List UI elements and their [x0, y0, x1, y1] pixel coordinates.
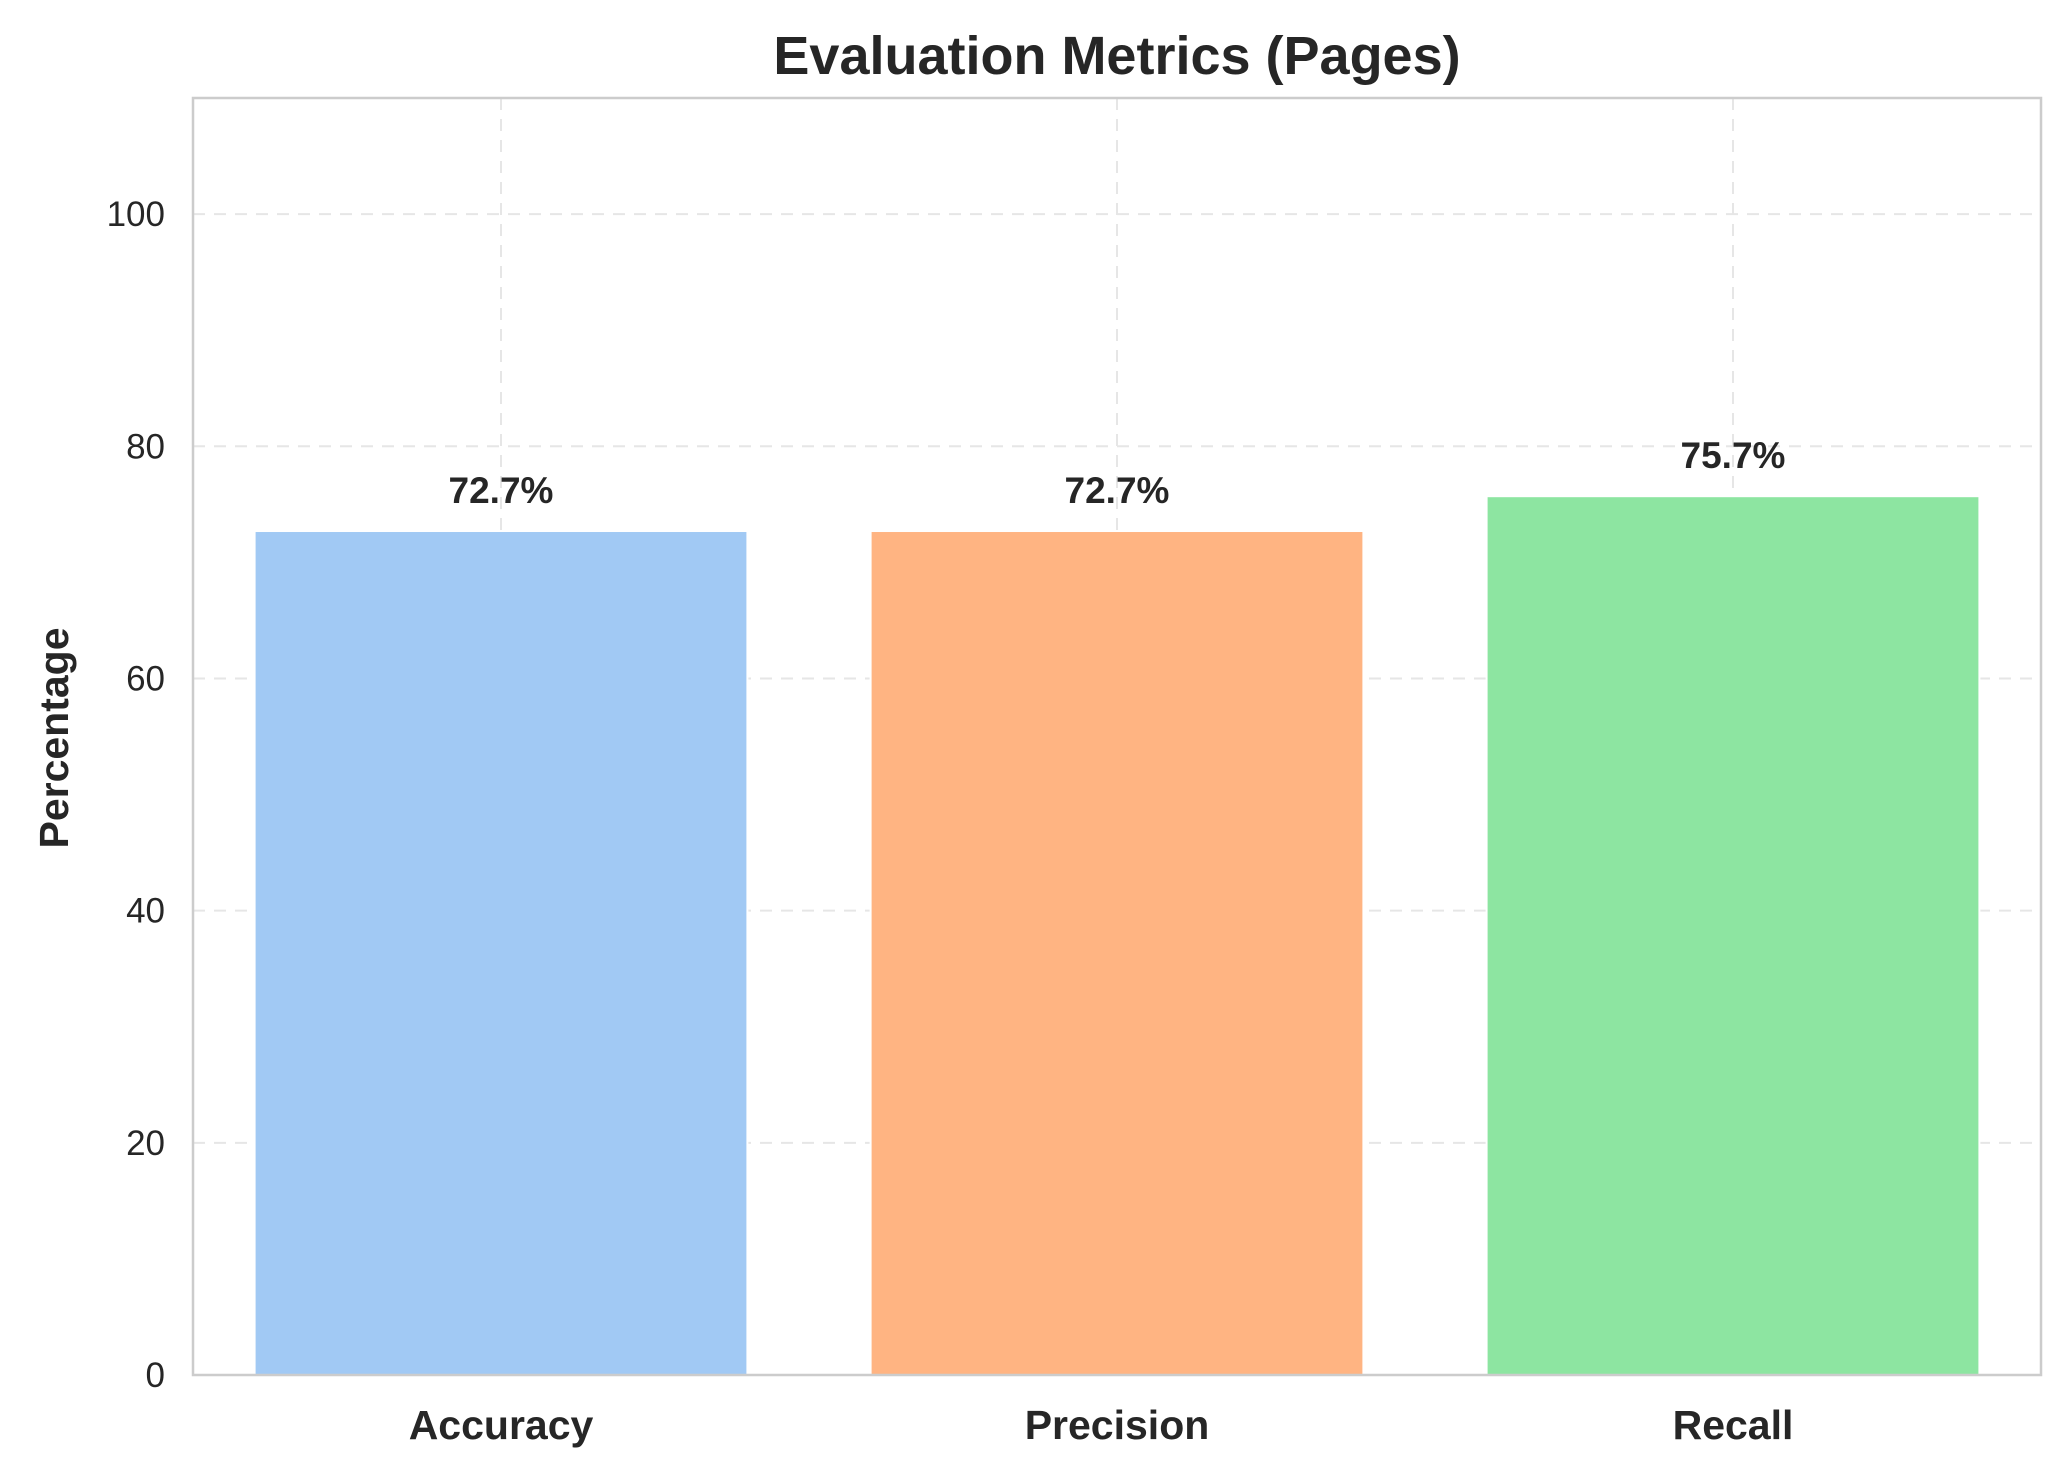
data-label-recall: 75.7% [1681, 435, 1786, 476]
bar-accuracy [253, 530, 749, 1376]
y-tick-label-20: 20 [126, 1124, 165, 1163]
data-labels: 72.7% 72.7% 75.7% [449, 435, 1786, 511]
plot-frame [191, 96, 2043, 1377]
y-tick-label-60: 60 [126, 659, 165, 698]
y-axis-label: Percentage [31, 627, 77, 848]
x-tick-label-accuracy: Accuracy [409, 1402, 594, 1448]
data-label-precision: 72.7% [1065, 470, 1170, 511]
y-tick-label-0: 0 [146, 1356, 165, 1395]
x-axis-ticks: Accuracy Precision Recall [409, 1402, 1794, 1448]
bar-recall [1485, 495, 1981, 1376]
chart-title: Evaluation Metrics (Pages) [773, 26, 1460, 86]
data-label-accuracy: 72.7% [449, 470, 554, 511]
bars [253, 495, 1981, 1376]
y-axis-ticks: 0 20 40 60 80 100 [107, 195, 165, 1395]
x-tick-label-recall: Recall [1673, 1402, 1794, 1448]
bar-precision [869, 530, 1365, 1376]
y-tick-label-80: 80 [126, 427, 165, 466]
x-tick-label-precision: Precision [1025, 1402, 1210, 1448]
y-tick-label-100: 100 [107, 195, 165, 234]
y-tick-label-40: 40 [126, 892, 165, 931]
